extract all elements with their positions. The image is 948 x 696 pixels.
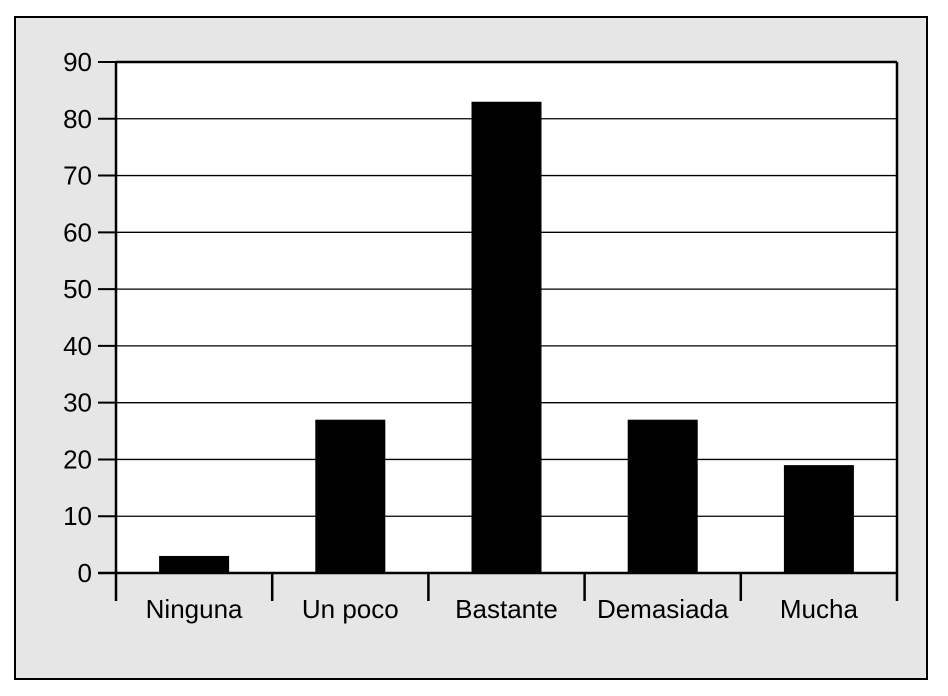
bar-un-poco	[315, 419, 386, 573]
y-tick-label: 10	[63, 501, 92, 531]
y-tick-label: 40	[63, 331, 92, 361]
y-tick-label: 70	[63, 161, 92, 191]
axes	[98, 60, 899, 575]
bar-mucha	[783, 465, 854, 573]
y-tick-label: 20	[63, 444, 92, 474]
bar-ninguna	[159, 555, 230, 573]
y-tick-label: 90	[63, 47, 92, 77]
bars	[159, 101, 854, 573]
x-axis-ticks: Ninguna Un poco Bastante Demasiada Mucha	[114, 573, 899, 624]
y-tick-label: 60	[63, 217, 92, 247]
x-tick-label: Ninguna	[146, 594, 243, 624]
x-tick-label: Bastante	[455, 594, 558, 624]
y-axis-ticks: 0 10 20 30 40 50 60 70 80 90	[63, 47, 116, 588]
y-tick-label: 30	[63, 388, 92, 418]
y-tick-label: 50	[63, 274, 92, 304]
x-tick-label: Un poco	[302, 594, 399, 624]
x-tick-label: Mucha	[780, 594, 859, 624]
bar-demasiada	[627, 419, 698, 573]
y-tick-label: 80	[63, 104, 92, 134]
y-tick-label: 0	[78, 558, 92, 588]
x-tick-label: Demasiada	[597, 594, 729, 624]
bar-bastante	[471, 101, 542, 573]
